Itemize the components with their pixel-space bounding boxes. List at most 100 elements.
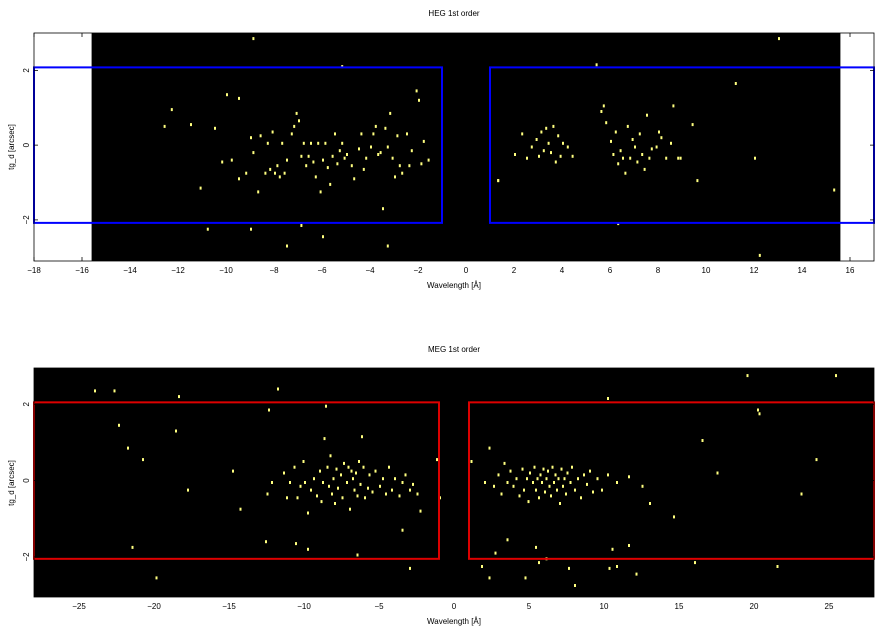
- heg-event: [300, 154, 303, 158]
- meg-event: [589, 469, 591, 473]
- heg-x-tick-label: 4: [560, 266, 565, 275]
- heg-event: [420, 162, 423, 166]
- meg-event: [362, 465, 365, 469]
- heg-event: [550, 151, 552, 155]
- meg-event: [580, 496, 582, 500]
- heg-event: [497, 179, 500, 183]
- meg-event: [569, 481, 572, 484]
- heg-event: [305, 164, 308, 168]
- heg-event: [754, 156, 756, 160]
- meg-event: [562, 484, 564, 488]
- meg-event: [566, 471, 569, 475]
- meg-event: [571, 465, 573, 469]
- meg-event: [394, 477, 396, 481]
- heg-event: [329, 182, 332, 186]
- meg-event: [506, 538, 509, 542]
- meg-event: [313, 477, 315, 481]
- heg-x-tick-label: −2: [413, 266, 423, 275]
- meg-event: [835, 374, 837, 378]
- heg-event: [636, 160, 639, 164]
- meg-event: [526, 477, 528, 481]
- meg-event: [332, 477, 335, 481]
- meg-event: [494, 551, 497, 555]
- meg-event: [535, 545, 537, 549]
- meg-event: [553, 481, 555, 484]
- heg-event: [614, 130, 617, 134]
- heg-event: [833, 188, 836, 192]
- meg-event: [361, 435, 363, 439]
- heg-event: [624, 171, 627, 175]
- heg-event: [163, 124, 166, 128]
- heg-event: [554, 160, 557, 164]
- meg-event: [266, 492, 269, 496]
- meg-event: [323, 437, 326, 441]
- heg-event: [605, 121, 608, 125]
- heg-event: [324, 141, 327, 145]
- heg-x-tick-label: 8: [656, 266, 661, 275]
- meg-event: [694, 561, 696, 565]
- heg-event: [665, 156, 668, 160]
- meg-event: [527, 500, 530, 504]
- meg-event: [607, 397, 609, 400]
- heg-event: [600, 110, 603, 113]
- meg-event: [470, 460, 473, 463]
- meg-event: [488, 576, 491, 580]
- meg-event: [550, 494, 552, 498]
- meg-event: [359, 482, 362, 486]
- heg-event: [626, 124, 629, 128]
- heg-event: [343, 156, 346, 160]
- meg-event: [178, 395, 180, 399]
- meg-event: [409, 488, 411, 492]
- meg-event: [401, 528, 404, 532]
- heg-event: [631, 138, 634, 141]
- heg-event: [298, 119, 300, 123]
- heg-event: [317, 141, 320, 145]
- meg-event: [337, 486, 339, 490]
- meg-x-tick-label: 10: [600, 602, 609, 611]
- meg-event: [512, 484, 515, 488]
- meg-x-axis-label: Wavelength [Å]: [427, 617, 481, 626]
- meg-event: [94, 389, 96, 393]
- heg-event: [312, 160, 315, 164]
- heg-x-tick-label: −12: [171, 266, 185, 275]
- heg-event: [283, 171, 286, 175]
- heg-event: [353, 177, 356, 181]
- meg-event: [524, 576, 527, 580]
- meg-event: [611, 547, 614, 551]
- meg-x-tick-label: 0: [452, 602, 457, 611]
- meg-event: [358, 460, 360, 463]
- heg-event: [276, 164, 279, 168]
- heg-event: [377, 153, 380, 156]
- meg-event: [347, 465, 350, 469]
- meg-event: [385, 492, 387, 496]
- heg-event: [734, 82, 737, 85]
- heg-x-tick-label: −10: [219, 266, 233, 275]
- heg-x-tick-label: −14: [123, 266, 137, 275]
- heg-event: [360, 132, 363, 136]
- meg-event: [641, 484, 644, 488]
- heg-event: [346, 153, 348, 156]
- meg-event: [340, 473, 342, 477]
- meg-event: [635, 572, 638, 576]
- meg-event: [307, 547, 309, 551]
- meg-event: [577, 477, 579, 481]
- heg-event: [758, 253, 761, 257]
- meg-event: [757, 408, 759, 412]
- heg-event: [206, 227, 209, 231]
- heg-event: [358, 147, 360, 151]
- heg-event: [422, 139, 425, 143]
- meg-event: [716, 471, 719, 475]
- meg-event: [391, 488, 393, 492]
- heg-event: [278, 175, 281, 179]
- meg-event: [608, 566, 611, 570]
- heg-event: [221, 160, 224, 164]
- meg-event: [367, 486, 369, 490]
- heg-event: [300, 224, 303, 227]
- meg-event: [551, 465, 554, 469]
- meg-event: [536, 477, 539, 481]
- heg-x-tick-label: 2: [512, 266, 517, 275]
- heg-event: [334, 132, 336, 136]
- meg-event: [175, 429, 177, 433]
- heg-event: [386, 145, 389, 149]
